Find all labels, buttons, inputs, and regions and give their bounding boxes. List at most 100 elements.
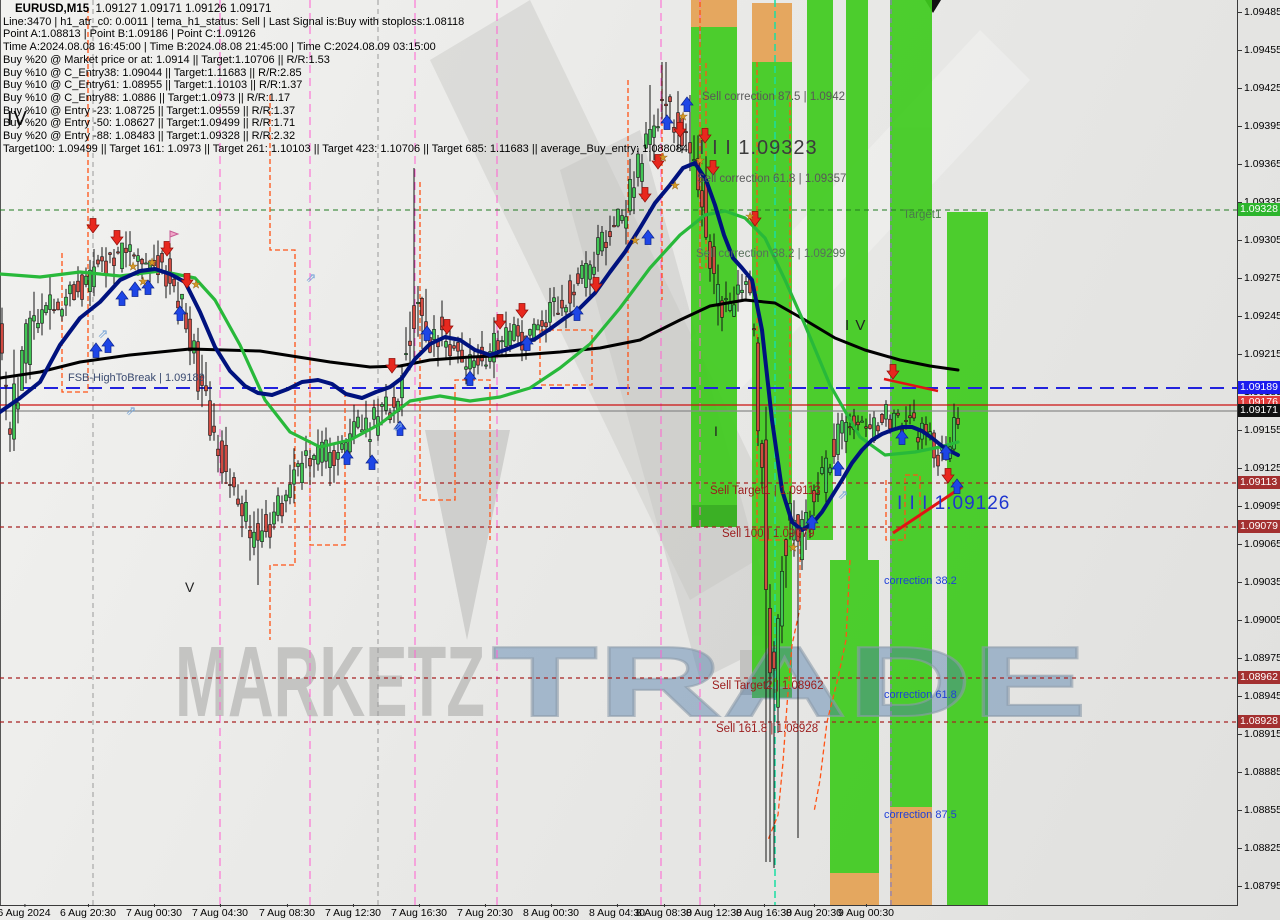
sell-arrow-icon (698, 128, 712, 144)
info-line: Line:3470 | h1_atr_c0: 0.0011 | tema_h1_… (3, 15, 465, 28)
star-icon: ★ (128, 261, 138, 273)
time-axis-label: 8 Aug 12:30 (685, 904, 743, 919)
outline-arrow-icon: ⇗ (393, 419, 404, 434)
buy-arrow-icon (939, 444, 953, 460)
star-icon: ★ (695, 155, 705, 167)
star-icon: ★ (670, 180, 680, 192)
ma-line-navy (0, 161, 960, 532)
highlight-bands (691, 0, 988, 905)
buy-arrow-icon (805, 514, 819, 530)
star-icon: ★ (138, 276, 148, 288)
time-axis-label: 7 Aug 00:30 (125, 904, 183, 919)
sell-arrow-icon (651, 154, 665, 170)
time-axis-label: 7 Aug 08:30 (258, 904, 316, 919)
price-tick: 1.09365 (1238, 158, 1280, 170)
outline-arrow-icon: ⇗ (306, 270, 317, 285)
time-axis-border (0, 905, 1238, 906)
price-badge-1.09189: 1.09189 (1238, 381, 1280, 394)
buy-arrow-icon (570, 305, 584, 321)
price-tick: 1.09035 (1238, 576, 1280, 588)
sell-arrow-icon (180, 273, 194, 289)
buy-arrow-icon (520, 335, 534, 351)
time-axis-label: 8 Aug 04:30 (588, 904, 646, 919)
trendline (883, 377, 939, 393)
buy-arrow-icon (141, 279, 155, 295)
sell-arrow-icon (86, 218, 100, 234)
sell-arrow-icon (515, 303, 529, 319)
buy-arrow-icon (101, 337, 115, 353)
sell-arrow-icon (440, 319, 454, 335)
sell-arrow-icon (385, 358, 399, 374)
info-line: Buy %20 @ Market price or at: 1.0914 || … (3, 53, 330, 66)
time-axis-label: 7 Aug 16:30 (390, 904, 448, 919)
chart-canvas[interactable]: MARKETZ TRADE★ ★★ ★★★★★★★★⇗⇗⇗⇗⇗ (0, 0, 1238, 906)
price-axis[interactable]: 1.09485 1.09455 1.09425 1.09395 1.09365 1.093… (1238, 0, 1280, 906)
time-axis-label: 7 Aug 20:30 (456, 904, 514, 919)
watermark: MARKETZ TRADE (175, 625, 1088, 739)
buy-arrow-icon (173, 305, 187, 321)
time-axis[interactable]: 6 Aug 2024 6 Aug 20:30 7 Aug 00:30 7 Aug 04… (0, 904, 1238, 920)
buy-arrow-icon (393, 420, 407, 436)
star-icon: ★ (191, 279, 201, 291)
sell-arrow-icon (493, 314, 507, 330)
price-tick: 1.08795 (1238, 880, 1280, 892)
price-tick: 1.08855 (1238, 804, 1280, 816)
star-icon: ★ (745, 211, 755, 223)
buy-arrow-icon (115, 290, 129, 306)
price-tick: 1.08945 (1238, 690, 1280, 702)
price-tick: 1.09395 (1238, 120, 1280, 132)
time-axis-label: 6 Aug 2024 (0, 904, 51, 919)
price-tick: 1.09305 (1238, 234, 1280, 246)
price-tick: 1.09215 (1238, 348, 1280, 360)
signal-arrows: ★ ★★ ★★★★★★★★⇗⇗⇗⇗⇗ (86, 96, 964, 554)
time-axis-label: 8 Aug 00:30 (522, 904, 580, 919)
price-tick: 1.09455 (1238, 44, 1280, 56)
sell-arrow-icon (941, 468, 955, 484)
price-badge-1.09079: 1.09079 (1238, 520, 1280, 533)
info-line: Buy %20 @ Entry -88: 1.08483 || Target:1… (3, 130, 296, 143)
info-line: Point A:1.08813 | Point B:1.09186 | Poin… (3, 28, 256, 41)
buy-arrow-icon (641, 229, 655, 245)
buy-arrow-icon (365, 454, 379, 470)
star-icon: ★ (678, 111, 688, 123)
time-axis-label: 8 Aug 20:30 (785, 904, 843, 919)
price-badge-1.09328: 1.09328 (1238, 203, 1280, 216)
sell-arrow-icon (706, 160, 720, 176)
sell-arrow-icon (160, 241, 174, 257)
trendline (892, 485, 963, 535)
price-tick: 1.09245 (1238, 310, 1280, 322)
info-overlay: EURUSD,M15 1.09127 1.09171 1.09126 1.091… (3, 3, 688, 155)
time-axis-label: 7 Aug 04:30 (191, 904, 249, 919)
price-tick: 1.08825 (1238, 842, 1280, 854)
time-axis-label: 8 Aug 08:30 (635, 904, 693, 919)
info-line: Buy %10 @ Entry -23: 1.08725 || Target:1… (3, 104, 296, 117)
buy-arrow-icon (420, 325, 434, 341)
time-axis-label: 7 Aug 12:30 (324, 904, 382, 919)
sell-arrow-icon (886, 364, 900, 380)
buy-arrow-icon (463, 370, 477, 386)
symbol-label: EURUSD,M15 (15, 3, 90, 15)
info-line: Buy %10 @ C_Entry38: 1.09044 || Target:1… (3, 66, 302, 79)
time-axis-label: 6 Aug 20:30 (59, 904, 117, 919)
time-axis-label: 9 Aug 00:30 (837, 904, 895, 919)
price-badge-1.08962: 1.08962 (1238, 671, 1280, 684)
outline-arrow-icon: ⇗ (98, 326, 109, 341)
price-tick: 1.09425 (1238, 82, 1280, 94)
price-axis-border (1237, 0, 1238, 906)
price-badge-1.09113: 1.09113 (1238, 476, 1280, 489)
ohlc-values: 1.09127 1.09171 1.09126 1.09171 (95, 3, 272, 15)
star-icon: ★ (658, 152, 668, 164)
price-badge-1.09171: 1.09171 (1238, 404, 1280, 417)
info-line: Time A:2024.08.08 16:45:00 | Time B:2024… (3, 41, 436, 54)
sell-arrow-icon (748, 211, 762, 227)
price-tick: 1.09065 (1238, 538, 1280, 550)
info-line: Buy %10 @ C_Entry61: 1.08955 || Target:1… (3, 79, 303, 92)
buy-arrow-icon (128, 281, 142, 297)
price-tick: 1.08975 (1238, 652, 1280, 664)
chart-title: EURUSD,M15 1.09127 1.09171 1.09126 1.091… (3, 3, 688, 16)
outline-arrow-icon: ⇗ (838, 487, 849, 502)
buy-arrow-icon (660, 114, 674, 130)
info-line: Buy %10 @ C_Entry88: 1.0886 || Target:1.… (3, 91, 291, 104)
ma-line-black (0, 298, 960, 380)
